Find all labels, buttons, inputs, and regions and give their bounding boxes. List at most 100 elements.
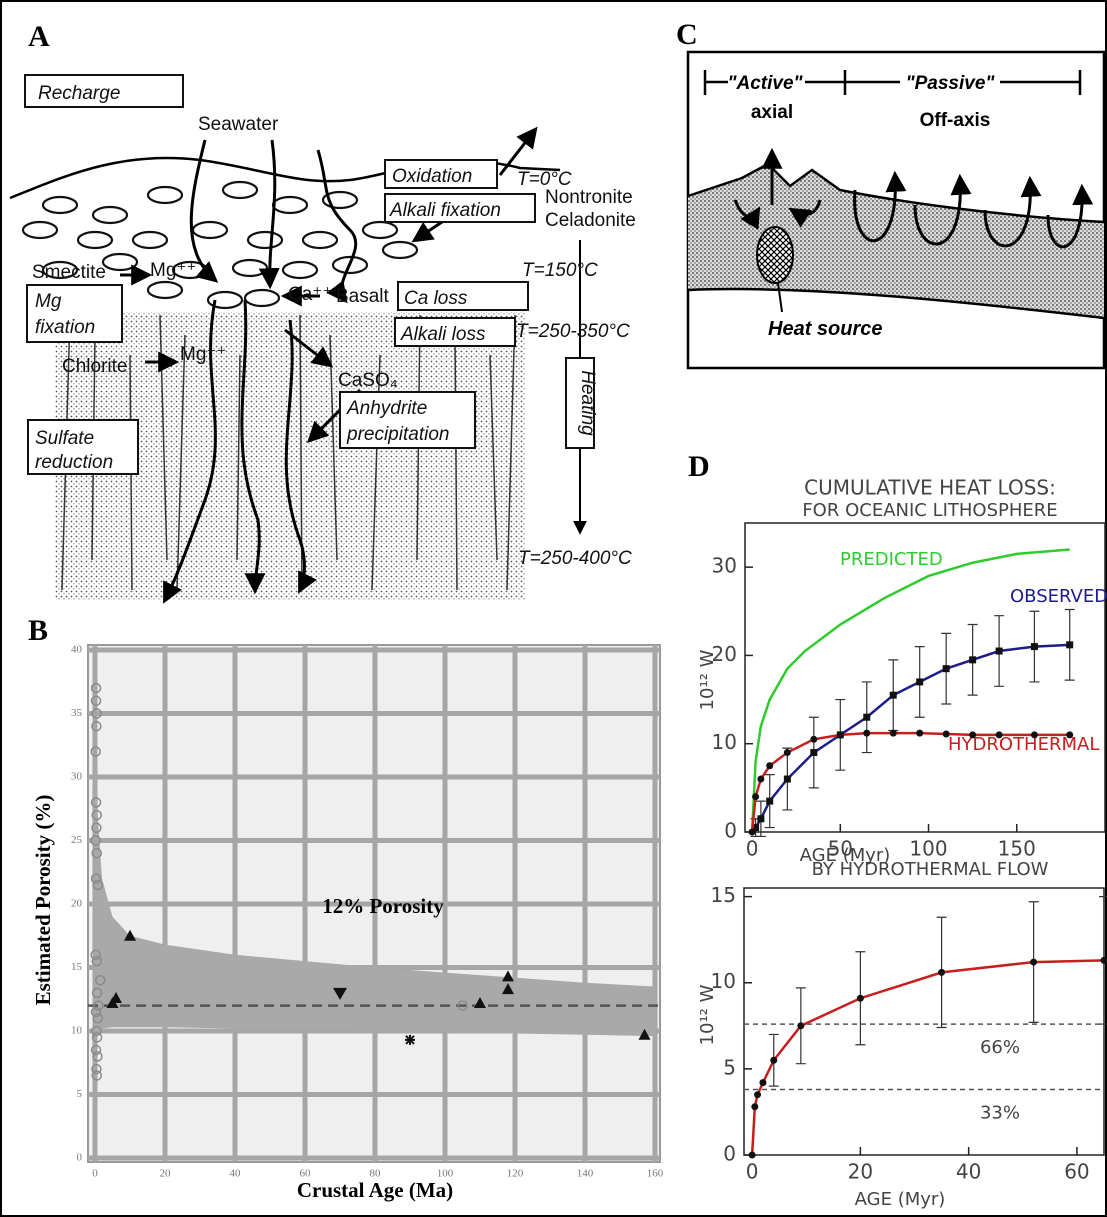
crack: [236, 354, 241, 561]
point: [1100, 956, 1107, 964]
point: [333, 987, 347, 1000]
label: precipitation: [346, 424, 449, 445]
point: [942, 665, 950, 673]
label: T=0°C: [517, 169, 572, 190]
label: Recharge: [38, 83, 120, 104]
y-tick-label: 15: [71, 961, 83, 973]
y-axis-label: 10¹² W: [697, 984, 718, 1045]
point: [752, 824, 760, 832]
point: [916, 678, 924, 686]
label: Ca loss: [404, 288, 468, 309]
x-axis-label: AGE (Myr): [800, 845, 891, 866]
point: [752, 793, 760, 801]
point: [766, 797, 774, 805]
point: [502, 983, 514, 995]
point: [91, 987, 103, 999]
x-tick-label: 80: [370, 1168, 382, 1180]
point: [90, 1044, 102, 1056]
pebble: [361, 220, 399, 240]
series-line: [750, 959, 1105, 1156]
pebble: [246, 230, 284, 250]
chart: 0 5 10 15 0 20 40 60 66% 33% BY HYDROTHERMAL FLOW A…: [697, 859, 1107, 1210]
point: [91, 809, 102, 821]
label: Heating: [577, 370, 598, 436]
pebble: [206, 290, 244, 310]
point: [91, 1070, 102, 1081]
point: [91, 1025, 102, 1037]
point: [783, 749, 791, 757]
label: Nontronite: [545, 187, 633, 208]
label: Alkali loss: [400, 324, 486, 345]
pebble: [41, 195, 79, 215]
label: CaSO₄: [338, 370, 398, 391]
pebble: [146, 280, 184, 300]
point: [810, 749, 818, 757]
point: [457, 1000, 468, 1011]
label: Oxidation: [392, 166, 472, 187]
point: [836, 731, 844, 739]
point: [91, 822, 102, 834]
y-tick-label: 15: [711, 883, 736, 907]
point: [995, 731, 1003, 739]
y-tick-label: 10: [711, 969, 736, 993]
label: Ca⁺⁺: [288, 284, 332, 305]
point: [90, 873, 102, 884]
point: [91, 720, 102, 732]
point: [770, 1056, 778, 1064]
point: [969, 656, 977, 664]
point: [124, 929, 136, 941]
pebble: [146, 185, 184, 205]
label: Off-axis: [920, 110, 991, 131]
x-tick-label: 20: [848, 1160, 873, 1184]
series-line: [750, 548, 1070, 833]
point: [502, 970, 514, 982]
label: T=150°C: [522, 260, 598, 281]
y-tick-label: 10: [712, 730, 737, 754]
point: [91, 1063, 102, 1075]
point: [91, 847, 102, 859]
point: [90, 746, 101, 757]
label: Mg⁺⁺: [150, 260, 196, 281]
pebble: [221, 180, 259, 200]
point: [1030, 731, 1038, 739]
point: [91, 955, 102, 967]
pebble: [231, 258, 269, 278]
crack: [454, 334, 458, 591]
point: [106, 997, 119, 1009]
pebble: [76, 230, 114, 250]
label: Celadonite: [545, 210, 636, 231]
x-tick-label: 60: [1064, 1160, 1089, 1184]
flow-arrows: [120, 126, 538, 604]
plot-area: [744, 522, 1106, 833]
point: [90, 949, 101, 961]
point: [92, 1013, 104, 1024]
point: [93, 1000, 104, 1011]
point: [757, 775, 765, 783]
y-tick-label: 35: [71, 707, 83, 719]
point: [757, 815, 765, 823]
point: [863, 713, 871, 721]
panel-label: B: [28, 614, 48, 647]
x-axis-label: AGE (Myr): [855, 1189, 946, 1210]
point: [748, 1151, 756, 1159]
pebble: [101, 252, 139, 272]
point: [90, 695, 102, 707]
point: [942, 730, 950, 738]
label: fixation: [35, 317, 95, 338]
y-tick-label: 25: [71, 834, 83, 846]
pebble: [21, 220, 59, 240]
diagram-c: C "Active" axial "Passive" Off-axis Heat…: [676, 18, 1106, 370]
crack: [506, 314, 516, 591]
label: axial: [751, 102, 793, 123]
x-tick-label: 120: [507, 1168, 524, 1180]
panel-label: C: [676, 18, 698, 51]
reference-label: 66%: [980, 1037, 1020, 1058]
label: Alkali fixation: [389, 200, 501, 221]
pebble: [281, 260, 319, 280]
label: "Active": [727, 73, 803, 94]
reference-label: 33%: [980, 1103, 1020, 1124]
point: [938, 968, 946, 976]
